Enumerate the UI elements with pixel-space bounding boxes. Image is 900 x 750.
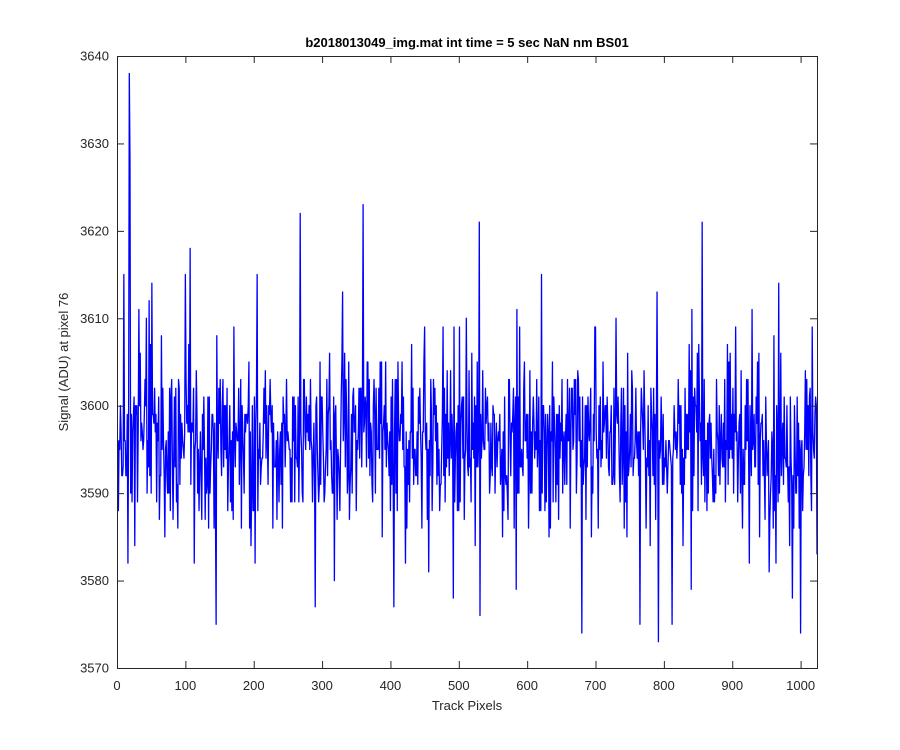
x-tick-label: 900 [721,678,743,693]
y-axis: 3570 3580 3590 3600 3610 3620 3630 3640 [80,49,817,676]
x-tick-label: 300 [311,678,333,693]
y-tick-label: 3600 [80,398,109,413]
x-tick-label: 800 [653,678,675,693]
x-tick-label: 100 [175,678,197,693]
x-tick-label: 600 [516,678,538,693]
x-axis-label: Track Pixels [432,698,503,713]
x-axis: 0 100 200 300 400 500 600 700 800 900 1000 [113,56,815,693]
y-tick-label: 3570 [80,661,109,676]
x-tick-label: 0 [113,678,120,693]
x-tick-label: 700 [585,678,607,693]
x-tick-label: 500 [448,678,470,693]
y-tick-label: 3610 [80,311,109,326]
y-axis-label: Signal (ADU) at pixel 76 [56,293,71,432]
x-tick-label: 400 [380,678,402,693]
y-tick-label: 3580 [80,573,109,588]
signal-series-line [117,72,818,643]
plot-frame [117,56,818,669]
y-tick-label: 3590 [80,486,109,501]
y-tick-label: 3630 [80,136,109,151]
chart-title: b2018013049_img.mat int time = 5 sec NaN… [305,35,628,50]
y-tick-label: 3640 [80,49,109,64]
y-tick-label: 3620 [80,223,109,238]
series-layer [117,72,818,643]
x-tick-label: 1000 [786,678,815,693]
x-tick-label: 200 [243,678,265,693]
